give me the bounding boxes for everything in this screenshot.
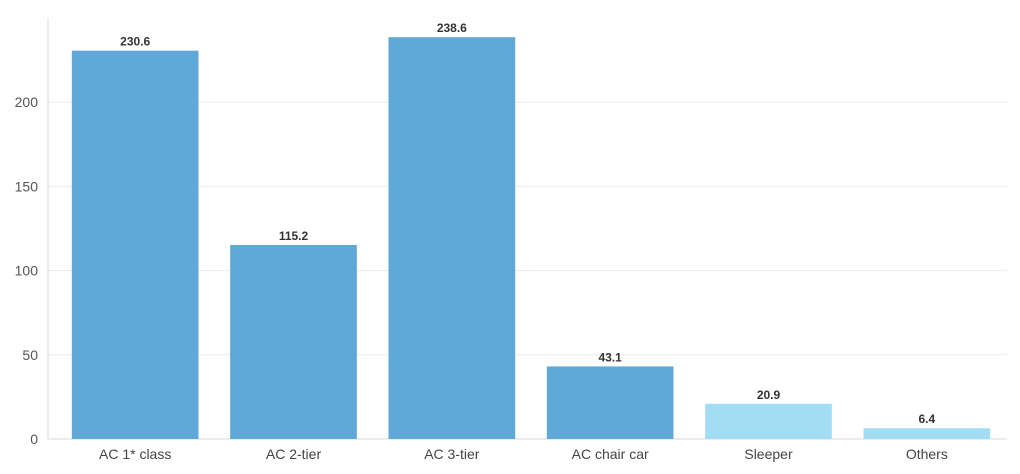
axes (47, 18, 1007, 440)
data-label: 43.1 (598, 350, 622, 364)
bar-ac-1-class (71, 50, 199, 439)
gridlines (48, 101, 1007, 356)
y-tick-label: 200 (15, 94, 39, 110)
x-tick-label: Others (906, 446, 948, 462)
bar-sleeper (705, 403, 832, 439)
y-tick-label: 50 (22, 347, 38, 363)
labels: 0 50 100 150 200 230.6 AC 1* class 115.2 AC 2-ti… (15, 21, 948, 462)
y-tick-label: 100 (15, 263, 39, 279)
x-tick-label: AC 3-tier (424, 446, 480, 462)
data-label: 230.6 (120, 35, 150, 49)
bar-ac-3-tier (388, 37, 516, 439)
bars (71, 37, 991, 439)
data-label: 20.9 (757, 388, 781, 402)
x-tick-label: AC 2-tier (266, 446, 322, 462)
x-tick-label: Sleeper (744, 446, 793, 462)
data-label: 238.6 (437, 21, 467, 35)
x-tick-label: AC 1* class (99, 446, 171, 462)
y-tick-label: 0 (30, 431, 38, 447)
y-tick-label: 150 (15, 178, 39, 194)
data-label: 115.2 (279, 229, 309, 243)
x-tick-label: AC chair car (572, 446, 649, 462)
bar-ac-chair-car (546, 366, 674, 439)
bar-others (863, 428, 991, 439)
data-label: 6.4 (918, 412, 935, 426)
bar-ac-2-tier (230, 245, 357, 439)
